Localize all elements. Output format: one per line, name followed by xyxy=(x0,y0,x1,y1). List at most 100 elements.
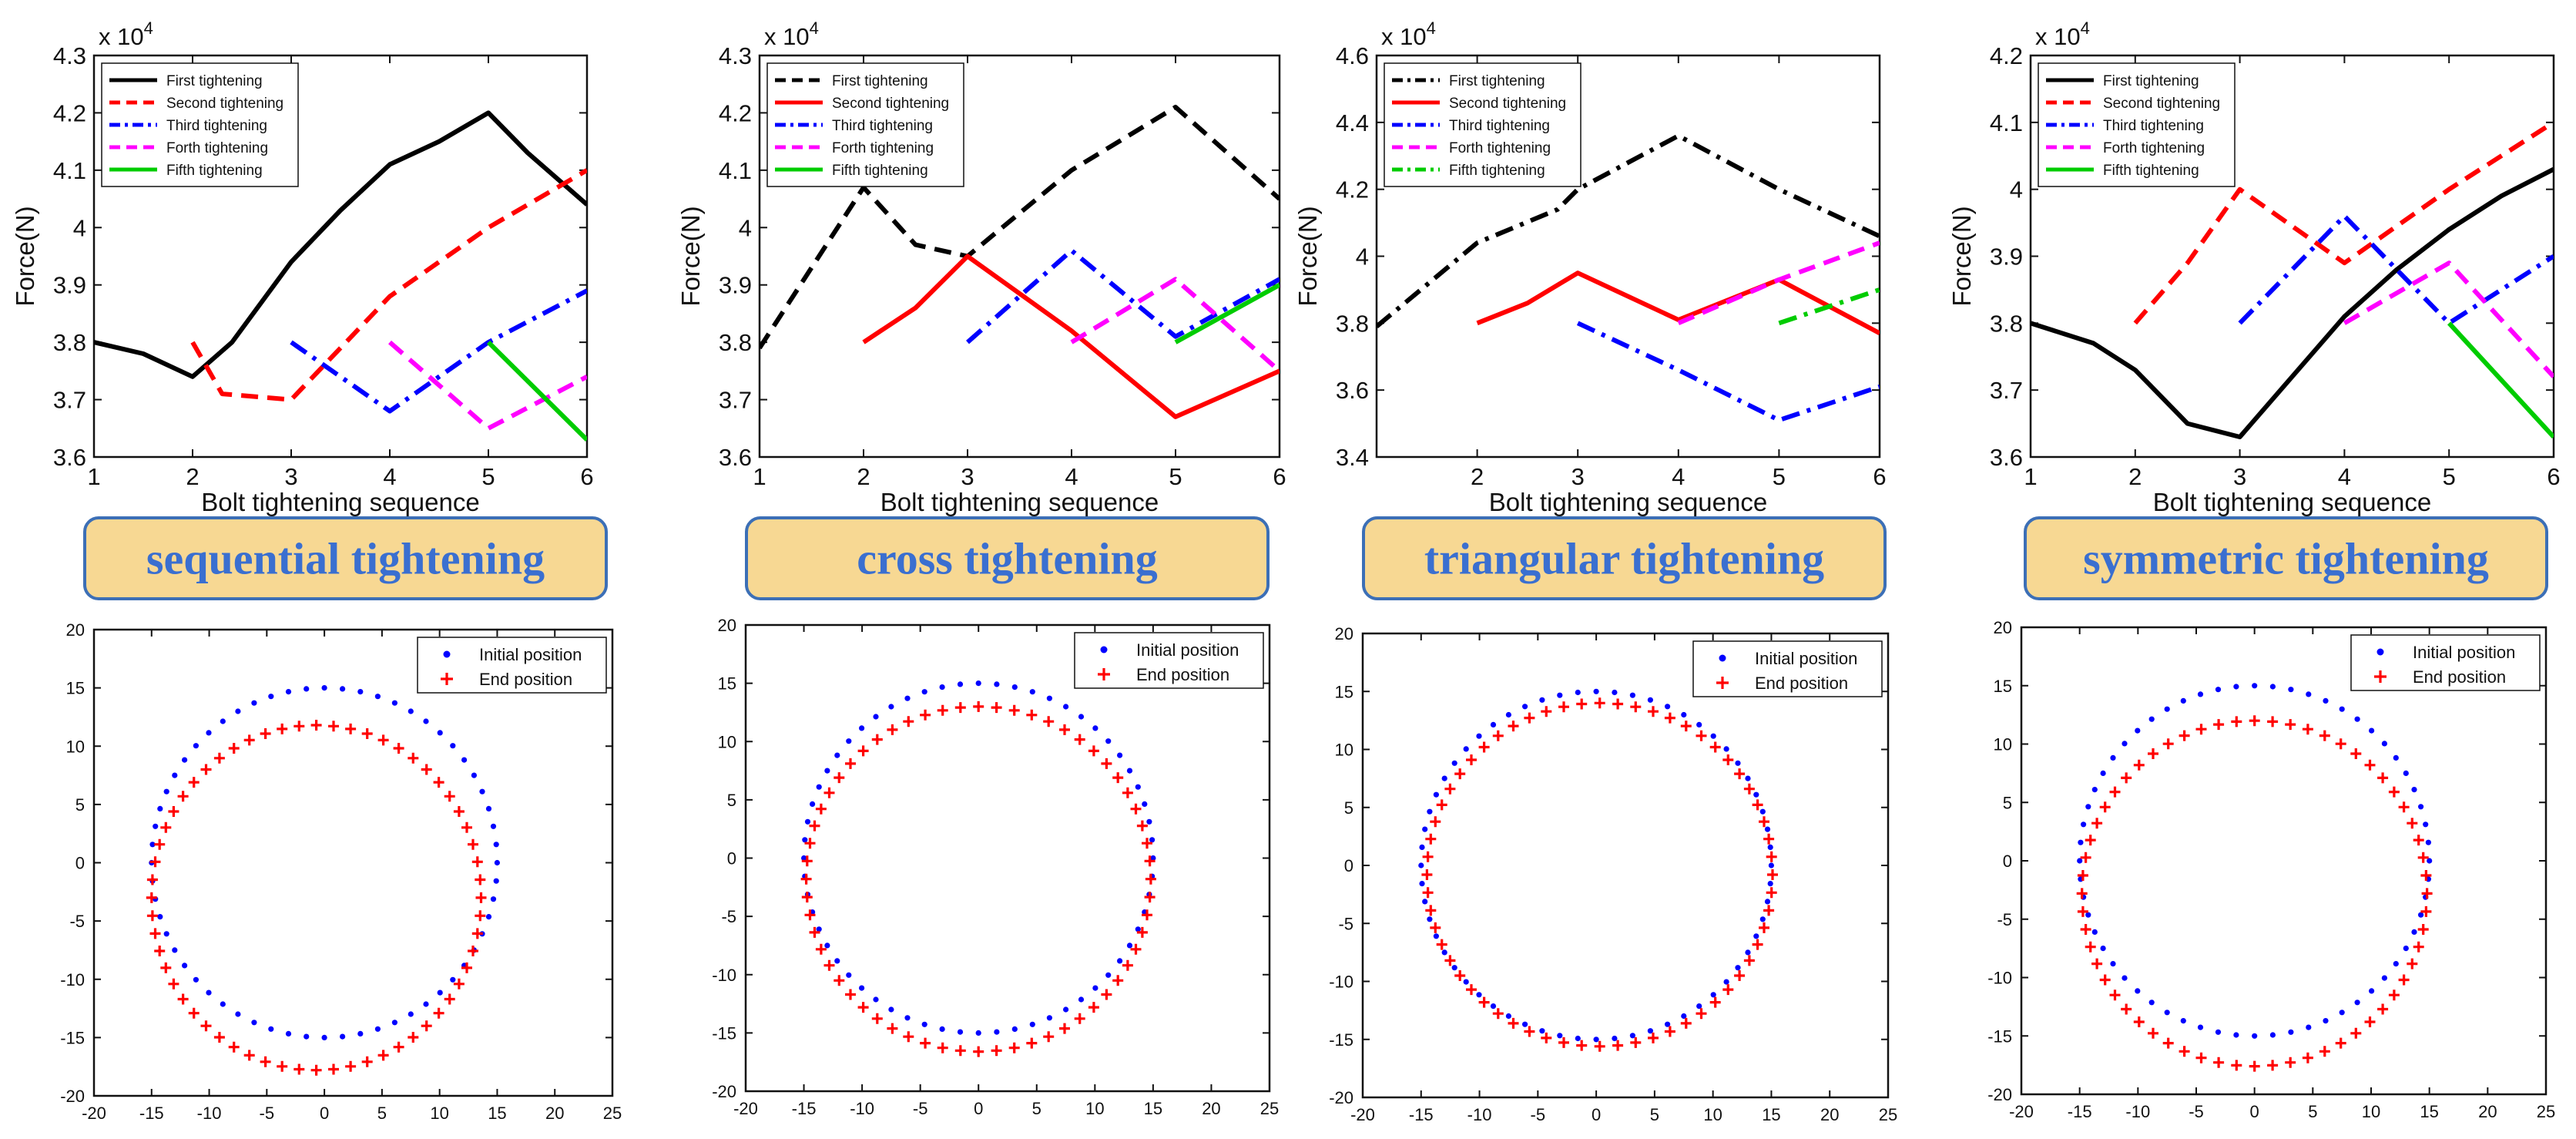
marker-initial-point xyxy=(2339,1010,2345,1016)
marker-end-point xyxy=(475,910,486,922)
marker-initial-point xyxy=(2164,1010,2170,1016)
marker-end-point xyxy=(1664,1026,1675,1037)
marker-end-point xyxy=(468,838,478,850)
marker-initial-point xyxy=(939,1026,945,1032)
marker-initial-point xyxy=(1476,992,1482,998)
marker-end-point xyxy=(146,892,157,903)
marker-end-point xyxy=(920,709,931,721)
marker-end-point xyxy=(146,910,158,922)
marker-end-point xyxy=(1454,768,1466,780)
marker-initial-point xyxy=(340,1033,346,1040)
marker-end-point xyxy=(857,1002,869,1013)
marker-end-point xyxy=(1026,709,1038,721)
y-tick-label: 3.4 xyxy=(1336,444,1369,471)
marker-initial-point xyxy=(321,685,327,691)
marker-initial-point xyxy=(2306,691,2312,697)
marker-end-point xyxy=(2388,786,2400,798)
multiplier-exponent: 4 xyxy=(144,18,153,38)
marker-initial-point xyxy=(1768,862,1774,869)
legend-marker xyxy=(1716,677,1729,689)
marker-end-point xyxy=(2077,905,2088,917)
marker-initial-point xyxy=(450,743,456,749)
marker-end-point xyxy=(2080,852,2091,863)
marker-initial-point xyxy=(268,1026,274,1032)
marker-end-point xyxy=(1422,887,1434,899)
marker-initial-point xyxy=(1767,881,1773,887)
y-tick-label: -15 xyxy=(1987,1026,2012,1046)
marker-initial-point xyxy=(157,805,163,811)
marker-initial-point xyxy=(193,743,199,749)
marker-end-point xyxy=(444,791,455,802)
marker-end-point xyxy=(1425,905,1437,916)
y-tick-label: 5 xyxy=(1344,798,1353,818)
marker-initial-point xyxy=(304,686,310,692)
legend-label: First tightening xyxy=(166,73,263,89)
marker-end-point xyxy=(213,752,225,764)
marker-end-point xyxy=(871,1013,883,1024)
marker-end-point xyxy=(1026,1037,1038,1049)
y-axis-label: Force(N) xyxy=(1293,206,1322,306)
marker-initial-point xyxy=(1767,844,1773,850)
legend-label: Initial position xyxy=(2413,643,2515,662)
marker-initial-point xyxy=(1629,692,1635,698)
y-tick-label: 4.1 xyxy=(53,157,86,184)
marker-initial-point xyxy=(873,714,879,720)
marker-end-point xyxy=(2179,1046,2190,1057)
marker-initial-point xyxy=(2323,697,2329,704)
legend-label: First tightening xyxy=(1449,73,1545,89)
marker-end-point xyxy=(2091,818,2103,829)
series-line-1 xyxy=(1377,133,1880,329)
marker-end-point xyxy=(146,874,158,885)
marker-initial-point xyxy=(2323,1018,2329,1024)
marker-end-point xyxy=(188,777,200,788)
marker-initial-point xyxy=(994,1029,1000,1035)
marker-end-point xyxy=(1709,996,1721,1008)
marker-end-point xyxy=(461,962,472,973)
y-tick-label: 3.9 xyxy=(53,272,86,299)
marker-end-point xyxy=(1508,721,1519,732)
x-tick-label: -5 xyxy=(1531,1105,1546,1124)
legend-marker xyxy=(1719,654,1726,662)
marker-initial-point xyxy=(163,788,169,795)
marker-initial-point xyxy=(859,725,865,731)
marker-initial-point xyxy=(2306,1024,2312,1030)
marker-end-point xyxy=(2195,1052,2207,1063)
marker-end-point xyxy=(471,928,483,939)
y-tick-label: 0 xyxy=(727,849,736,869)
legend-label: Fifth tightening xyxy=(832,163,928,179)
marker-initial-point xyxy=(1696,721,1702,728)
marker-initial-point xyxy=(1764,899,1771,905)
x-tick-label: 4 xyxy=(383,463,396,490)
y-tick-label: -15 xyxy=(60,1028,85,1047)
y-tick-label: -20 xyxy=(1329,1088,1353,1107)
marker-end-point xyxy=(1541,1032,1552,1043)
multiplier-exponent: 4 xyxy=(1427,18,1436,38)
marker-end-point xyxy=(1059,724,1070,735)
marker-end-point xyxy=(228,743,240,754)
marker-end-point xyxy=(200,1020,212,1032)
marker-initial-point xyxy=(391,1020,397,1026)
marker-end-point xyxy=(310,720,322,731)
x-tick-label: -20 xyxy=(82,1104,106,1123)
marker-initial-point xyxy=(1063,704,1069,710)
x-tick-label: 5 xyxy=(2308,1102,2317,1121)
marker-end-point xyxy=(903,716,914,727)
strategy-banner-1: cross tightening xyxy=(745,516,1270,600)
y-tick-label: 3.9 xyxy=(1990,244,2023,270)
series-line-4 xyxy=(1677,240,1880,326)
marker-end-point xyxy=(2162,738,2174,750)
marker-initial-point xyxy=(494,859,501,866)
marker-end-point xyxy=(2302,1052,2313,1063)
y-tick-label: 3.6 xyxy=(1336,377,1369,404)
banner-box xyxy=(1362,516,1887,600)
x-tick-label: -10 xyxy=(197,1104,222,1123)
marker-end-point xyxy=(345,1060,357,1072)
marker-initial-point xyxy=(2381,975,2387,981)
x-tick-label: 15 xyxy=(2420,1102,2438,1121)
legend-label: Fifth tightening xyxy=(166,163,263,179)
marker-initial-point xyxy=(1078,996,1085,1003)
x-tick-label: 6 xyxy=(580,463,593,490)
marker-initial-point xyxy=(1433,933,1439,939)
marker-initial-point xyxy=(2269,1032,2276,1038)
marker-initial-point xyxy=(957,681,964,687)
